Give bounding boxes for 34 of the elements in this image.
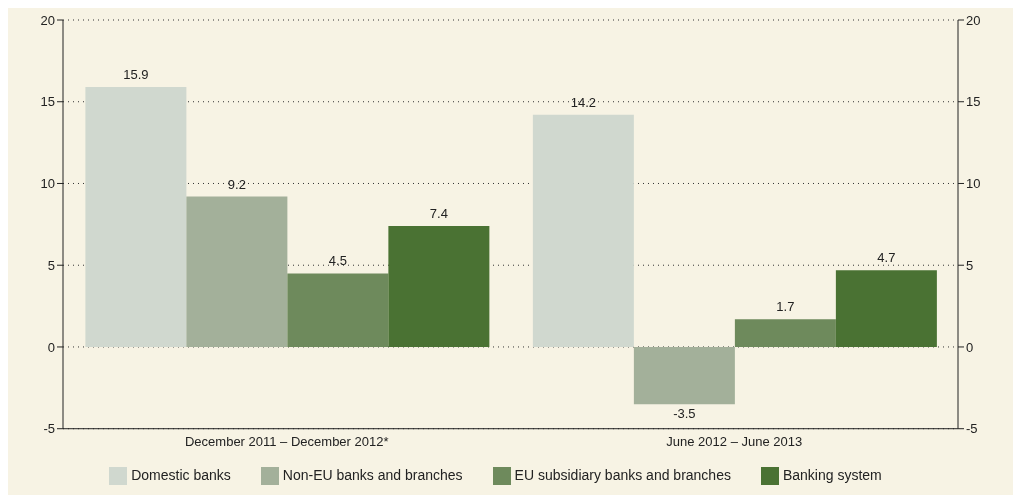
data-label: 7.4 <box>429 205 448 221</box>
y2-tick-label: 20 <box>966 12 981 28</box>
bar <box>388 225 490 347</box>
data-label: 1.7 <box>776 299 795 315</box>
data-label: 15.9 <box>123 67 149 83</box>
bar <box>633 346 735 405</box>
y2-tick-label: -5 <box>966 421 978 437</box>
data-label: -3.5 <box>673 406 696 422</box>
y-tick-label: 10 <box>40 176 55 192</box>
bar <box>532 114 634 347</box>
data-label: 4.5 <box>328 253 347 269</box>
y2-tick-label: 0 <box>966 339 974 355</box>
legend-label: Banking system <box>782 466 882 483</box>
x-tick-label: December 2011 – December 2012* <box>184 433 389 449</box>
bar <box>85 87 187 347</box>
legend-label: Domestic banks <box>131 466 231 483</box>
y2-tick-label: 10 <box>966 176 981 192</box>
y2-tick-label: 5 <box>966 257 974 273</box>
data-label: 9.2 <box>227 176 246 192</box>
x-tick-label: June 2012 – June 2013 <box>666 433 803 449</box>
bar <box>734 319 836 347</box>
y-tick-label: 0 <box>47 339 55 355</box>
data-label: 14.2 <box>570 94 597 110</box>
y2-tick-label: 15 <box>966 94 981 110</box>
y-tick-label: 15 <box>40 94 55 110</box>
bar <box>287 273 389 347</box>
bar <box>186 196 288 347</box>
y-tick-label: 20 <box>40 12 55 28</box>
y-tick-label: -5 <box>43 421 55 437</box>
bar <box>835 270 937 347</box>
legend-label: Non-EU banks and branches <box>282 466 463 483</box>
legend-label: EU subsidiary banks and branches <box>514 466 731 483</box>
y-tick-label: 5 <box>47 257 55 273</box>
data-label: 4.7 <box>877 250 896 266</box>
